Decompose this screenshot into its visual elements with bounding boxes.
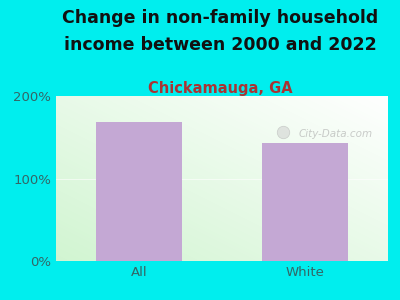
Text: Change in non-family household: Change in non-family household (62, 9, 378, 27)
Bar (262, 143, 348, 261)
Bar (96, 122, 182, 261)
Text: City-Data.com: City-Data.com (298, 129, 372, 139)
Text: income between 2000 and 2022: income between 2000 and 2022 (64, 36, 376, 54)
Text: Chickamauga, GA: Chickamauga, GA (148, 81, 292, 96)
